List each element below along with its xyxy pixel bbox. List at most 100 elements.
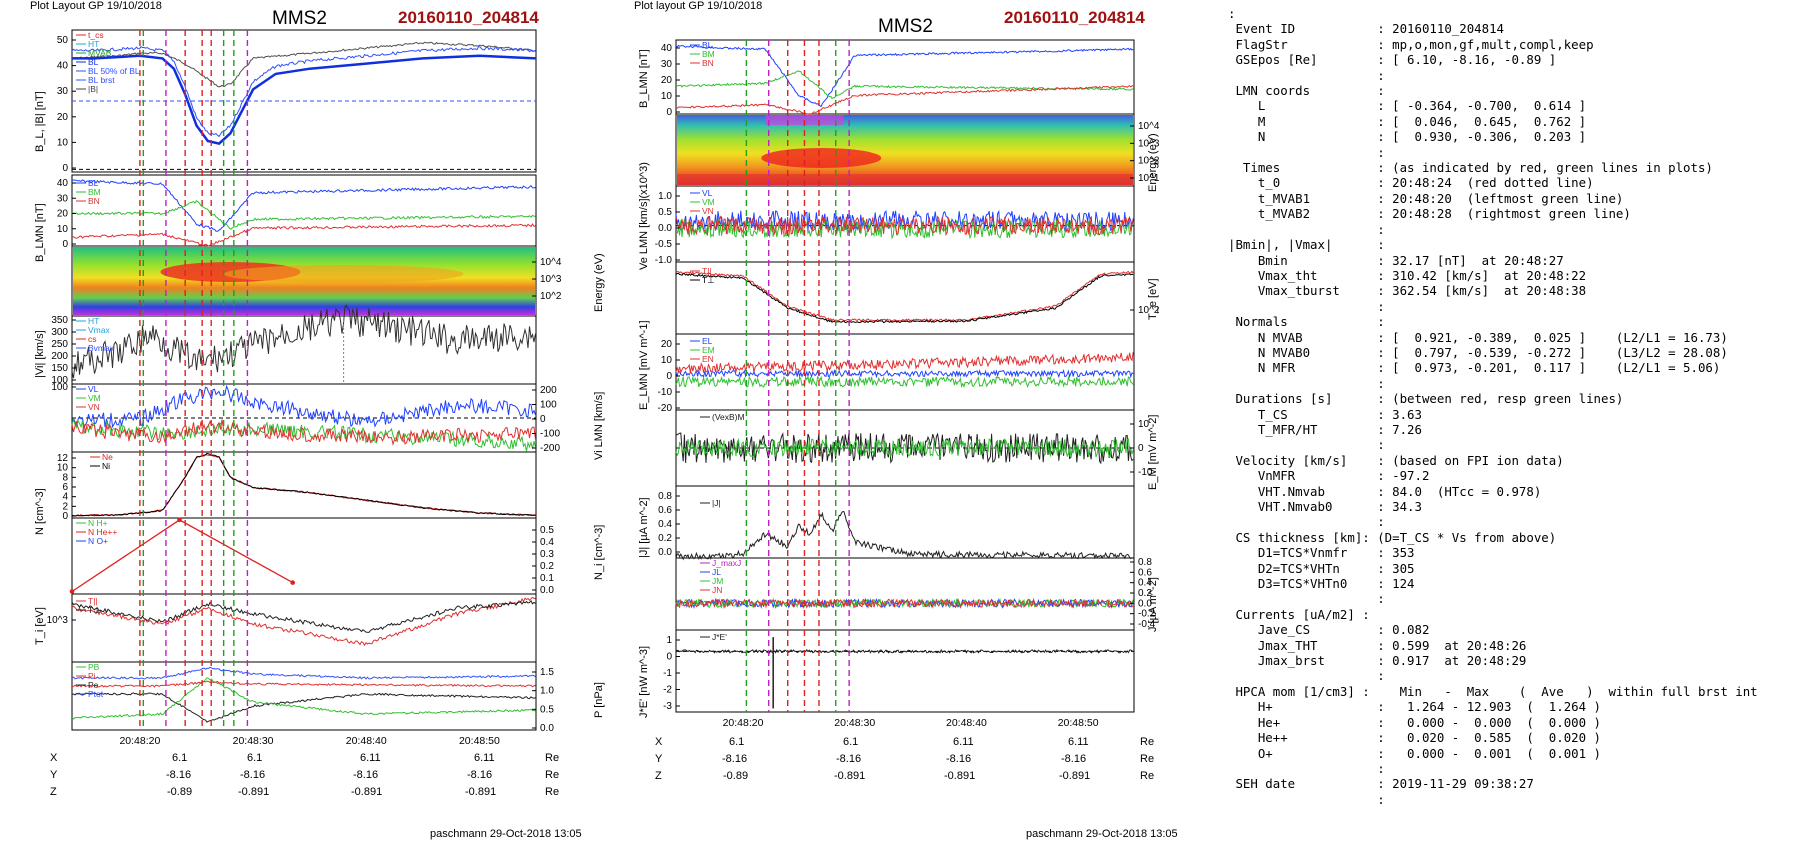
left-tick-bl: 50	[57, 35, 69, 46]
left-ti-par	[71, 596, 536, 647]
right-ylabel-te: T_e [eV]	[1147, 278, 1159, 320]
right-tick-jlmn: 0.2	[1138, 588, 1152, 599]
left-tick-vilmn: -200	[540, 443, 560, 454]
right-title: MMS2	[878, 16, 933, 37]
left-legend-bl-label: BL 50% of BL	[88, 66, 140, 76]
left-legend-p-label: Ptot	[88, 689, 104, 699]
right-eph-x2: 6.1	[843, 736, 859, 748]
left-tick-ni: 0.0	[540, 585, 554, 596]
right-legend-blmn-label: BM	[702, 49, 715, 59]
left-tick-bl: 20	[57, 112, 69, 123]
left-tick-energy: 10^3	[540, 274, 562, 285]
right-tick-em: 10	[1138, 419, 1150, 430]
right-tick-jlmn: -0.4	[1138, 619, 1156, 630]
left-vilmn-vn	[71, 419, 536, 446]
left-tick-n: 2	[62, 501, 68, 512]
right-legend-te-label: T||	[702, 266, 712, 276]
right-legend-blmn-label: BL	[702, 40, 713, 50]
left-legend-vilmn-label: VN	[88, 402, 100, 412]
right-tick-j: 0.4	[658, 519, 672, 530]
right-eph-y4: -8.16	[1061, 753, 1087, 765]
left-eph-x4: 6.11	[474, 752, 495, 764]
left-tick-ni: 0.4	[540, 537, 554, 548]
left-blmn-bl	[71, 179, 536, 232]
right-legend-elmn-label: EL	[702, 336, 713, 346]
left-eph-y2: -8.16	[240, 769, 266, 781]
left-tick-vi: 300	[51, 327, 68, 338]
right-legend-ve-label: VN	[702, 206, 714, 216]
left-legend-hpca-label: N H+	[88, 518, 108, 528]
left-legend-p-label: Pi	[88, 671, 96, 681]
right-legend-jlmn-label: JM	[712, 576, 723, 586]
left-legend-hpca-label: N O+	[88, 536, 108, 546]
left-ion-spectrogram	[73, 247, 535, 315]
right-panel-jlmn	[675, 557, 1135, 631]
right-ylabel-je: J*E' [nW m^-3]	[638, 645, 650, 718]
right-legend-elmn-label: EN	[702, 354, 714, 364]
left-tick-n: 0	[62, 511, 68, 522]
left-eph-x2: 6.1	[247, 752, 263, 764]
right-legend-j-label: |J|	[712, 498, 721, 508]
left-legend-bl-label: t_cs	[88, 30, 104, 40]
left-legend-bl-label: BL	[88, 57, 99, 67]
left-legend-n-label: Ni	[102, 461, 110, 471]
left-tick-n: 8	[62, 472, 68, 483]
right-tick-je: 1	[666, 635, 672, 646]
right-event-id: 20160110_204814	[1004, 8, 1145, 27]
right-jlmn-jn	[675, 597, 1134, 610]
left-plot-canvas: 5040302010040302010010^410^310^235030025…	[47, 29, 562, 747]
left-eph-y-unit: Re	[545, 769, 560, 781]
left-legend-ti-label: T||	[88, 596, 98, 606]
right-panel-je	[675, 629, 1135, 713]
right-eph-x4: 6.11	[1068, 736, 1089, 748]
left-tick-p: 0.5	[540, 704, 554, 715]
left-eph-z3: -0.891	[351, 786, 383, 798]
right-je-series	[675, 648, 1134, 654]
right-tick-j: 0.2	[658, 533, 672, 544]
right-ve-vl	[675, 209, 1134, 232]
right-ylabel-j: |J| [µA m^-2]	[638, 497, 650, 558]
left-tick-bl: 30	[57, 86, 69, 97]
right-eph-x-unit: Re	[1140, 736, 1155, 748]
left-p-b	[71, 692, 536, 723]
right-tick-jlmn: 0.0	[1138, 598, 1152, 609]
right-em-vexb	[675, 432, 1134, 465]
event-summary-text: : Event ID : 20160110_204814 FlagStr : m…	[1228, 6, 1758, 807]
left-legend-bl-label: |B|	[88, 84, 98, 94]
right-tick-elmn: -20	[658, 403, 673, 414]
right-blmn-bl	[675, 44, 1134, 108]
right-tick-em: 0	[1138, 443, 1144, 454]
right-tick-je: -1	[663, 668, 672, 679]
right-tick-ve: -0.5	[655, 239, 673, 250]
left-tick-blmn: 0	[62, 239, 68, 250]
right-te-par	[675, 270, 1134, 322]
right-spectrogram-hot-core	[761, 148, 882, 168]
left-eph-z1: -0.89	[167, 786, 193, 798]
left-tick-bl: 10	[57, 137, 69, 148]
right-eph-x-label: X	[655, 736, 663, 748]
left-legend-vi-label: cs	[88, 334, 97, 344]
right-header: Plot layout GP 19/10/2018	[634, 0, 763, 12]
right-eph-z2: -0.891	[834, 770, 866, 782]
left-tick-n: 4	[62, 492, 68, 503]
right-tick-energy: 10^2	[1138, 156, 1160, 167]
right-eph-y-unit: Re	[1140, 753, 1155, 765]
right-tick-ve: 1.0	[658, 191, 672, 202]
right-tick-jlmn: -0.2	[1138, 609, 1156, 620]
right-tick-blmn: 40	[661, 43, 673, 54]
left-blmn-bn	[71, 223, 536, 247]
right-plot-canvas: 40302010010^410^310^210^11.00.50.0-0.5-1…	[655, 39, 1160, 729]
right-tick-je: 0	[666, 652, 672, 663]
right-tick-je: -3	[663, 701, 672, 712]
right-eph-x3: 6.11	[953, 736, 974, 748]
left-eph-y1: -8.16	[166, 769, 192, 781]
right-elmn-en	[675, 352, 1134, 375]
right-ylabel-energy: Energy (eV)	[1147, 133, 1159, 192]
left-hpca-point	[177, 517, 182, 523]
left-tick-vi: 150	[51, 363, 68, 374]
right-ylabel-em: E_M [mV m^-2]	[1147, 414, 1159, 490]
left-eph-y3: -8.16	[353, 769, 379, 781]
right-eph-x1: 6.1	[729, 736, 745, 748]
right-spectrogram-low-band	[677, 174, 1133, 185]
right-tick-energy: 10^4	[1138, 121, 1160, 132]
